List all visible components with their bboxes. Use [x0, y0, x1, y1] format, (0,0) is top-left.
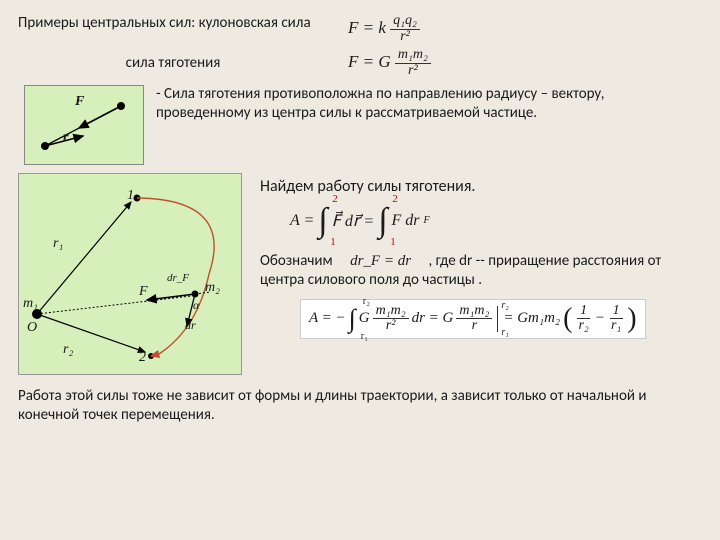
lf-f3d: r₂: [575, 319, 591, 334]
int1-symbol: ∫ 2 1: [318, 204, 327, 238]
int1-upper: 2: [332, 194, 338, 205]
lf-f3n: 1: [577, 304, 590, 320]
lf-frac1: m₁m₂ r²: [373, 304, 409, 334]
coulomb-den: r²: [397, 30, 413, 45]
diag2-m2: m₂: [205, 280, 220, 296]
gravity-frac: m₁m₂ r²: [395, 48, 431, 78]
diag1-F: F: [75, 94, 84, 110]
lf-lparen: (: [563, 306, 572, 331]
long-formula: A = − ∫ r₂ r₁ G m₁m₂ r² dr = G m₁m₂ r r₂…: [300, 299, 646, 339]
diag2-r2: r₂: [63, 342, 73, 358]
lf-f1d: r²: [383, 319, 399, 334]
title-gravity: сила тяготения: [18, 48, 328, 72]
diag2-F: F: [139, 284, 148, 300]
coulomb-frac: q₁q₂ r²: [390, 14, 420, 44]
title-row-2: сила тяготения F = G m₁m₂ r²: [18, 48, 702, 78]
title-row-1: Примеры центральных сил: кулоновская сил…: [18, 14, 702, 44]
int-subF: F: [424, 215, 430, 226]
diag1-r: r: [63, 130, 68, 146]
diag2-dr: dr: [185, 318, 196, 333]
int1-lower: 1: [330, 237, 336, 248]
gravity-den: r²: [405, 64, 421, 79]
diag2-1: 1: [127, 188, 134, 204]
diagram2-svg: [19, 174, 241, 374]
lf-frac2: m₁m₂ r: [456, 304, 492, 334]
int2-symbol: ∫ 2 1: [378, 204, 387, 238]
lf-f1n: m₁m₂: [373, 304, 409, 320]
work-integral: A = ∫ 2 1 F⃗ dr⃗ = ∫ 2 1 F dr F: [290, 204, 702, 238]
formula-coulomb: F = k q₁q₂ r²: [348, 14, 420, 44]
gravity-lhs: F = G: [348, 52, 391, 71]
lf-A: A = −: [309, 310, 346, 327]
lf-bar-u: r₂: [501, 300, 508, 311]
row-diagram-para: F r - Сила тяготения противоположна по н…: [18, 79, 702, 171]
gravity-num: m₁m₂: [395, 48, 431, 64]
integrand2: F dr: [392, 212, 420, 230]
lf-eq: = Gm₁m₂: [503, 310, 560, 327]
heading-work: Найдем работу силы тяготения.: [260, 177, 702, 196]
title-coulomb: Примеры центральных сил: кулоновская сил…: [18, 14, 328, 32]
lf-f4n: 1: [610, 304, 623, 320]
coulomb-lhs: F = k: [348, 18, 386, 37]
para-direction: - Сила тяготения противоположна по напра…: [156, 85, 702, 123]
diag2-m1: m₁: [23, 296, 38, 312]
diagram-force-vector: F r: [24, 85, 144, 165]
lf-f2n: m₁m₂: [456, 304, 492, 320]
integrand1: F⃗ dr⃗ =: [332, 211, 375, 231]
coulomb-num: q₁q₂: [390, 14, 420, 30]
lf-bar: r₂ r₁: [497, 306, 498, 332]
lf-upper: r₂: [363, 296, 371, 307]
lf-int: ∫ r₂ r₁: [349, 306, 356, 332]
row-main: 1 2 O m₁ m₂ r₁ r₂ F dr dr_F α Найдем раб…: [18, 171, 702, 383]
lf-G: G: [359, 310, 370, 327]
diagram-trajectory: 1 2 O m₁ m₂ r₁ r₂ F dr dr_F α: [18, 173, 242, 375]
lf-f2d: r: [469, 319, 480, 334]
lf-frac3: 1 r₂: [575, 304, 591, 334]
int2-upper: 2: [392, 194, 398, 205]
para-notation: Обозначим dr_F = dr , где dr -- приращен…: [260, 252, 702, 291]
lf-frac4: 1 r₁: [608, 304, 624, 334]
lf-bar-l: r₁: [501, 327, 508, 338]
diag2-drF: dr_F: [167, 272, 189, 284]
lf-minus: −: [595, 310, 605, 327]
int2-lower: 1: [390, 237, 396, 248]
diag2-alpha: α: [193, 298, 199, 313]
notation-expr: dr_F = dr: [350, 253, 411, 269]
final-paragraph: Работа этой силы тоже не зависит от форм…: [18, 387, 702, 426]
lf-lower: r₁: [361, 331, 369, 342]
int-lhs: A =: [290, 212, 314, 230]
notation-pre: Обозначим: [260, 252, 333, 270]
diag2-O: O: [27, 320, 37, 336]
formula-gravity: F = G m₁m₂ r²: [348, 48, 431, 78]
lf-f4d: r₁: [608, 319, 624, 334]
diag2-2: 2: [139, 350, 146, 366]
right-column: Найдем работу силы тяготения. A = ∫ 2 1 …: [260, 171, 702, 347]
lf-dr: dr = G: [412, 310, 454, 327]
diag2-r1: r₁: [53, 236, 63, 252]
lf-rparen: ): [627, 306, 636, 331]
